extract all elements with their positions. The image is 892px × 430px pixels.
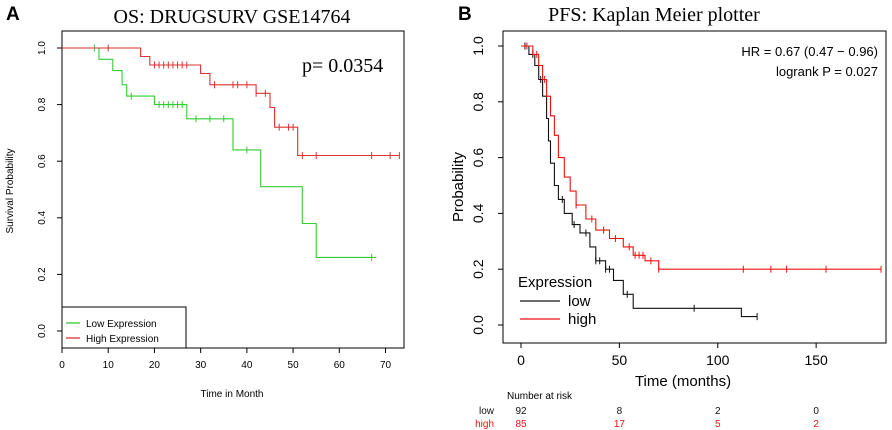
risk-count-low-100: 2 — [715, 406, 721, 417]
panel-b-y-ticks: 0.0 0.2 0.4 0.6 0.8 1.0 — [470, 36, 503, 335]
panel-b-curve-high — [521, 45, 882, 270]
panel-b-y-tick-label-2: 0.4 — [470, 203, 486, 223]
panel-a-curve-low-expression — [62, 47, 377, 258]
legend-high-expression-label: High Expression — [86, 334, 159, 345]
panel-a-y-ticks: 0.0 0.2 0.4 0.6 0.8 1.0 — [37, 41, 62, 338]
risk-row-label-high: high — [475, 419, 494, 430]
panel-a-p-value: p= 0.0354 — [302, 55, 383, 77]
panel-a-title: OS: DRUGSURV GSE14764 — [114, 6, 351, 28]
panel-b-y-tick-label-0: 0.0 — [470, 315, 486, 335]
panel-a: A OS: DRUGSURV GSE14764 0 10 20 30 40 50 60 70 … — [5, 4, 405, 400]
panel-b-logrank-p: logrank P = 0.027 — [776, 64, 878, 79]
panel-a-x-tick-label-40: 40 — [241, 360, 253, 371]
panel-b-x-tick-label-50: 50 — [612, 352, 628, 368]
panel-a-y-tick-label-1: 0.2 — [37, 267, 48, 281]
panel-b-legend: Expression low high — [518, 274, 596, 328]
panel-a-series — [62, 44, 400, 261]
risk-count-high-150: 2 — [813, 419, 819, 430]
panel-b-risk-table: Number at risk low high 92 8 2 0 85 17 5 2 — [475, 391, 819, 430]
panel-b-x-label: Time (months) — [635, 373, 731, 390]
panel-a-legend: Low Expression High Expression — [61, 306, 187, 349]
panel-a-plot-frame — [61, 30, 405, 349]
panel-b-y-tick-label-3: 0.6 — [470, 148, 486, 168]
panel-b: B PFS: Kaplan Meier plotter 0 50 100 150 0.… — [450, 4, 887, 430]
panel-a-y-tick-label-4: 0.8 — [37, 97, 48, 111]
risk-count-low-0: 92 — [515, 406, 527, 417]
legend-low-label: low — [568, 293, 591, 310]
legend-high-label: high — [568, 311, 596, 328]
panel-a-x-tick-label-50: 50 — [288, 360, 300, 371]
risk-table-counts: 92 8 2 0 85 17 5 2 — [515, 406, 819, 430]
risk-count-high-50: 17 — [614, 419, 626, 430]
panel-a-x-tick-label-60: 60 — [334, 360, 346, 371]
panel-b-series — [521, 42, 882, 321]
panel-a-x-tick-label-20: 20 — [149, 360, 161, 371]
risk-count-low-50: 8 — [617, 406, 623, 417]
panel-a-legend-box — [61, 306, 187, 349]
panel-a-x-label: Time in Month — [201, 389, 264, 400]
panel-b-label: B — [458, 4, 472, 25]
panel-a-y-tick-label-0: 0.0 — [37, 324, 48, 338]
panel-a-label: A — [6, 4, 20, 25]
risk-row-label-low: low — [479, 406, 495, 417]
panel-b-x-ticks: 0 50 100 150 — [517, 343, 828, 368]
panel-a-y-tick-label-2: 0.4 — [37, 210, 48, 224]
panel-b-title: PFS: Kaplan Meier plotter — [548, 4, 760, 26]
panel-a-x-tick-label-0: 0 — [59, 360, 65, 371]
legend-low-expression-label: Low Expression — [86, 319, 157, 330]
panel-b-y-tick-label-5: 1.0 — [470, 36, 486, 56]
panel-b-y-tick-label-1: 0.2 — [470, 259, 486, 279]
panel-b-y-label: Probability — [450, 151, 467, 222]
panel-a-x-tick-label-30: 30 — [195, 360, 207, 371]
panel-b-x-tick-label-150: 150 — [804, 352, 828, 368]
risk-count-low-150: 0 — [813, 406, 819, 417]
panel-a-y-label: Survival Probability — [5, 148, 16, 233]
panel-a-x-tick-label-10: 10 — [103, 360, 115, 371]
risk-table-header: Number at risk — [507, 391, 573, 402]
panel-a-x-tick-label-70: 70 — [380, 360, 392, 371]
panel-b-legend-title: Expression — [518, 274, 592, 291]
risk-count-high-0: 85 — [515, 419, 527, 430]
panel-b-hazard-ratio: HR = 0.67 (0.47 − 0.96) — [741, 44, 878, 59]
panel-b-y-tick-label-4: 0.8 — [470, 92, 486, 112]
panel-b-x-tick-label-0: 0 — [517, 352, 525, 368]
panel-a-y-tick-label-5: 1.0 — [37, 41, 48, 55]
panel-a-x-ticks: 0 10 20 30 40 50 60 70 — [59, 348, 392, 371]
panel-a-y-tick-label-3: 0.6 — [37, 154, 48, 168]
panel-b-plot-frame — [502, 30, 887, 344]
panel-b-x-tick-label-100: 100 — [706, 352, 730, 368]
risk-count-high-100: 5 — [715, 419, 721, 430]
